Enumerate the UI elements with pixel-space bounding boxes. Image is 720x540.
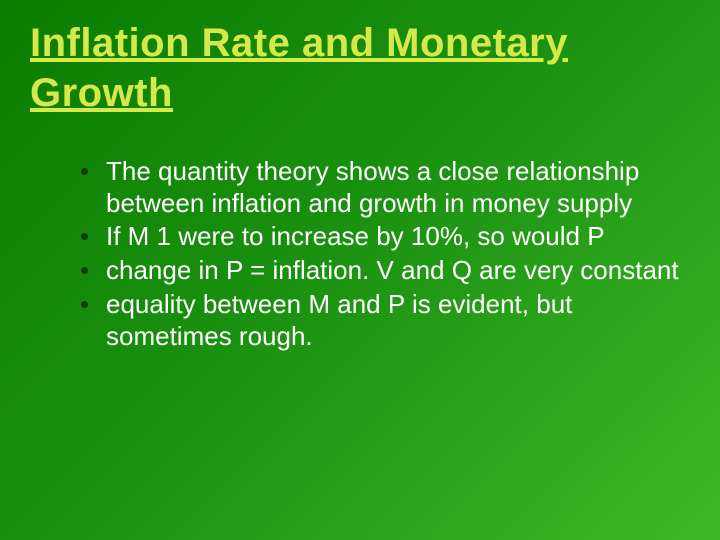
- list-item: If M 1 were to increase by 10%, so would…: [80, 221, 690, 253]
- list-item: The quantity theory shows a close relati…: [80, 156, 690, 219]
- list-item: change in P = inflation. V and Q are ver…: [80, 255, 690, 287]
- list-item: equality between M and P is evident, but…: [80, 289, 690, 352]
- bullet-list: The quantity theory shows a close relati…: [30, 156, 690, 352]
- slide-title: Inflation Rate and Monetary Growth: [30, 18, 690, 118]
